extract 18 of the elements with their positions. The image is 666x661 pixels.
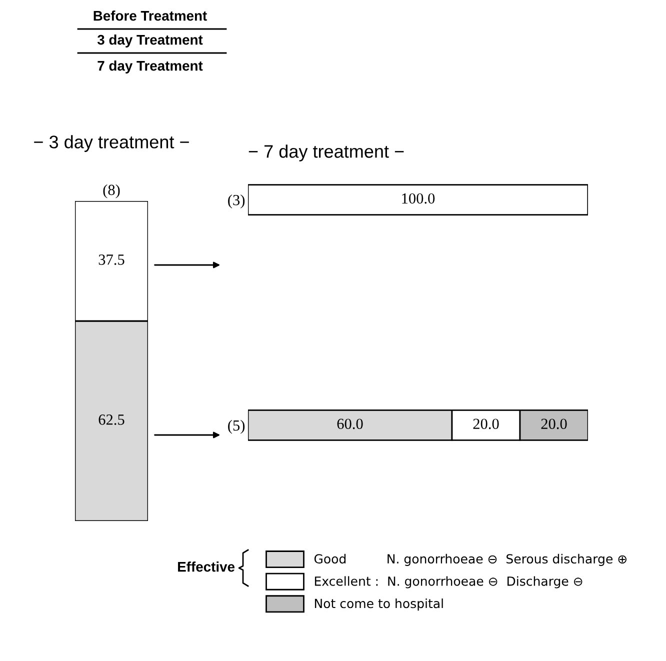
legend-label: Not come to hospital bbox=[314, 598, 443, 611]
text: − 7 day treatment − bbox=[248, 144, 404, 162]
legend-label: Good N. gonorrhoeae ⊖ Serous discharge ⊕ bbox=[314, 554, 626, 566]
chart-title: − 3 day treatment − bbox=[34, 135, 189, 152]
data-label: 62.5 bbox=[98, 414, 124, 425]
text: 3 day Treatment bbox=[97, 34, 203, 48]
text: 7 day Treatment bbox=[98, 60, 203, 74]
data-label: 60.0 bbox=[337, 418, 363, 430]
x-tick-label: (8) bbox=[103, 184, 120, 198]
data-label: 37.5 bbox=[98, 254, 124, 265]
y-tick-label: (5) bbox=[228, 420, 245, 434]
y-tick-label: (3) bbox=[228, 194, 245, 208]
legend-label: Excellent : N. gonorrhoeae ⊖ Discharge ⊖ bbox=[314, 576, 582, 588]
data-label: 20.0 bbox=[473, 418, 499, 430]
data-label: 100.0 bbox=[402, 193, 435, 204]
text: Before Treatment bbox=[94, 10, 207, 21]
data-label: 20.0 bbox=[541, 418, 567, 430]
text: Effective bbox=[178, 562, 235, 572]
